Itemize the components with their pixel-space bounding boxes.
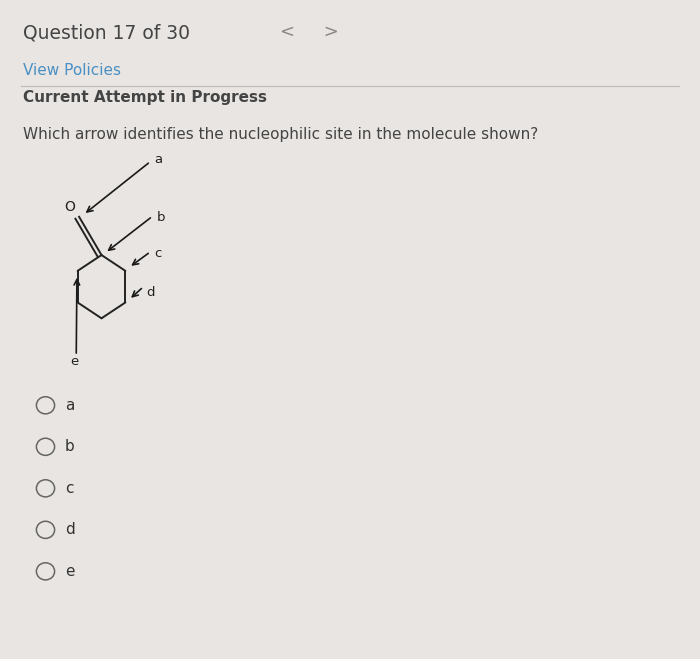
Text: View Policies: View Policies: [23, 63, 121, 78]
Text: Question 17 of 30: Question 17 of 30: [23, 23, 190, 42]
Text: c: c: [154, 246, 162, 260]
Text: e: e: [70, 355, 78, 368]
Text: <     >: < >: [280, 23, 339, 41]
Text: d: d: [146, 286, 155, 299]
Text: Which arrow identifies the nucleophilic site in the molecule shown?: Which arrow identifies the nucleophilic …: [23, 127, 538, 142]
Text: d: d: [65, 523, 75, 537]
Text: a: a: [154, 153, 162, 166]
Text: O: O: [64, 200, 75, 214]
Text: Current Attempt in Progress: Current Attempt in Progress: [23, 90, 267, 105]
Text: b: b: [157, 211, 165, 224]
Text: a: a: [65, 398, 74, 413]
Text: c: c: [65, 481, 74, 496]
Text: e: e: [65, 564, 75, 579]
Text: b: b: [65, 440, 75, 454]
